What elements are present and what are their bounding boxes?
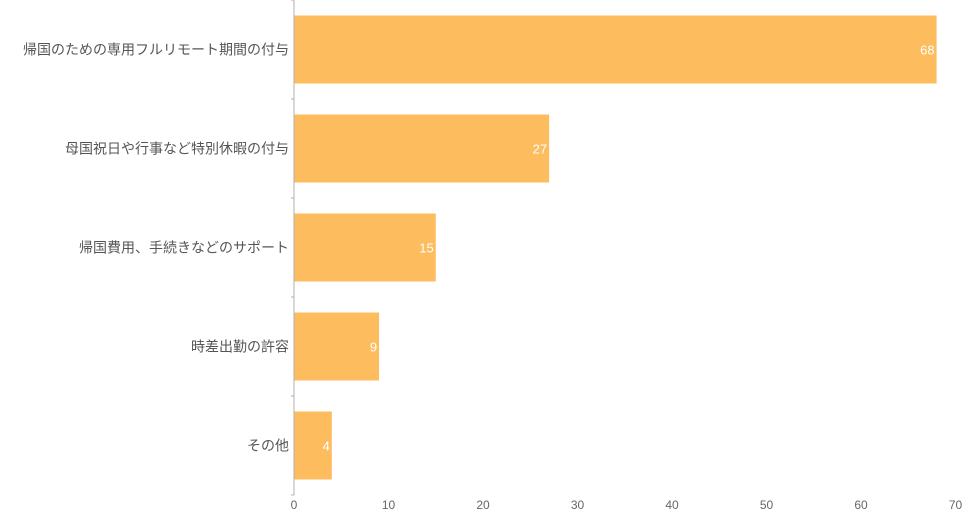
x-tick-label: 50 [760,498,774,512]
bars [294,15,937,480]
category-label: 母国祝日や行事など特別休暇の付与 [65,142,289,158]
x-axis-tick-labels: 0 10 20 30 40 50 60 70 [291,498,963,512]
category-label: その他 [247,439,289,455]
data-label: 9 [370,340,377,355]
x-tick-label: 60 [854,498,868,512]
x-tick-label: 30 [571,498,585,512]
x-tick-label: 10 [382,498,396,512]
category-label: 帰国のための専用フルリモート期間の付与 [23,42,289,59]
bar [294,213,436,282]
y-axis-ticks [291,0,294,496]
bar [294,411,332,480]
bar [294,312,380,381]
x-tick-label: 20 [476,498,490,512]
bar [294,15,937,84]
data-labels: 68 27 15 9 4 [323,43,935,454]
data-label: 4 [323,439,330,454]
data-label: 15 [419,241,433,256]
bar [294,114,550,183]
category-labels: 帰国のための専用フルリモート期間の付与母国祝日や行事など特別休暇の付与帰国費用、… [23,42,289,455]
x-tick-label: 40 [665,498,679,512]
category-label: 時差出勤の許容 [191,339,289,356]
category-label: 帰国費用、手続きなどのサポート [79,240,289,257]
x-tick-label: 0 [291,498,298,512]
x-tick-label: 70 [949,498,963,512]
data-label: 68 [920,43,934,58]
data-label: 27 [533,142,547,157]
